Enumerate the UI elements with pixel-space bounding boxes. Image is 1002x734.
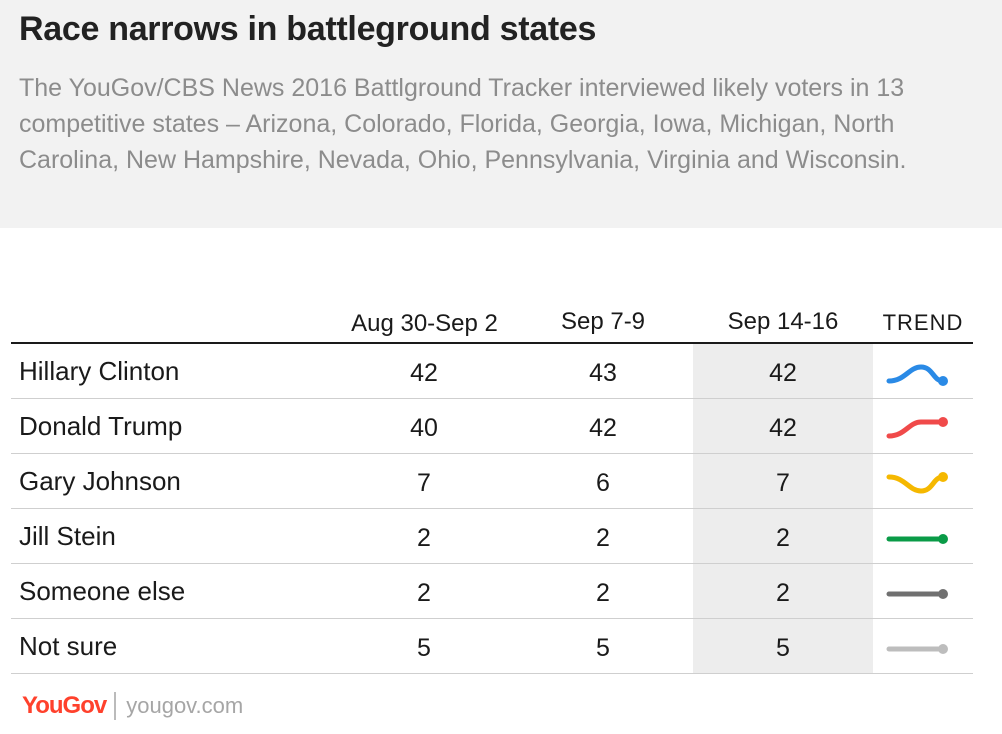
value-cell: 5 <box>417 634 431 662</box>
value-cell: 7 <box>417 469 431 497</box>
value-cell: 2 <box>596 524 610 552</box>
trend-endpoint <box>938 472 948 482</box>
value-cell: 5 <box>596 634 610 662</box>
value-cell: 6 <box>596 469 610 497</box>
page-subtitle: The YouGov/CBS News 2016 Battlground Tra… <box>19 74 907 174</box>
value-cell: 42 <box>769 414 797 442</box>
trend-line <box>886 474 946 494</box>
row-divider <box>11 563 973 564</box>
table-row: Donald Trump 40 42 42 <box>11 399 973 454</box>
table-row: Gary Johnson 7 6 7 <box>11 454 973 509</box>
row-divider <box>11 673 973 674</box>
trend-endpoint <box>938 644 948 654</box>
header-rule <box>11 342 973 344</box>
row-divider <box>11 453 973 454</box>
row-divider <box>11 398 973 399</box>
value-cell: 7 <box>776 469 790 497</box>
table-row: Jill Stein 2 2 2 <box>11 509 973 564</box>
trend-endpoint <box>938 589 948 599</box>
yougov-logo: YouGov <box>22 692 107 719</box>
value-cell: 42 <box>769 359 797 387</box>
column-header-sep7-9: Sep 7-9 <box>560 308 646 335</box>
trend-endpoint <box>938 534 948 544</box>
value-cell: 42 <box>410 359 438 387</box>
candidate-name: Not sure <box>19 631 118 661</box>
trend-sparkline <box>886 364 948 386</box>
trend-sparkline <box>886 472 948 494</box>
table-row: Not sure 5 5 5 <box>11 619 973 674</box>
trend-sparkline <box>886 589 948 599</box>
value-cell: 40 <box>410 414 438 442</box>
value-cell: 42 <box>589 414 617 442</box>
column-header-sep14-16: Sep 14-16 <box>727 308 839 335</box>
candidate-name: Jill Stein <box>19 521 116 551</box>
value-cell: 2 <box>417 524 431 552</box>
value-cell: 43 <box>589 359 617 387</box>
candidate-name: Gary Johnson <box>19 466 181 496</box>
candidate-name: Hillary Clinton <box>19 356 180 386</box>
candidate-name: Someone else <box>19 576 186 606</box>
value-cell: 2 <box>776 524 790 552</box>
footer-divider <box>114 692 117 720</box>
value-cell: 5 <box>776 634 790 662</box>
footer: YouGov yougov.com <box>22 688 243 724</box>
value-cell: 2 <box>776 579 790 607</box>
trend-sparkline <box>886 644 948 654</box>
trend-endpoint <box>938 376 948 386</box>
trend-sparkline <box>886 417 948 439</box>
table-row: Hillary Clinton 42 43 42 <box>11 344 973 399</box>
trend-line <box>886 419 946 439</box>
row-divider <box>11 508 973 509</box>
trend-sparkline <box>886 534 948 544</box>
column-header-trend: TREND <box>882 310 964 335</box>
poll-table: Aug 30-Sep 2 Sep 7-9 Sep 14-16 TREND Hil… <box>11 300 973 674</box>
column-header-aug30-sep2: Aug 30-Sep 2 <box>351 310 498 337</box>
trend-line <box>886 364 946 384</box>
trend-endpoint <box>938 417 948 427</box>
candidate-name: Donald Trump <box>19 411 183 441</box>
value-cell: 2 <box>596 579 610 607</box>
table-row: Someone else 2 2 2 <box>11 564 973 619</box>
row-divider <box>11 618 973 619</box>
footer-site: yougov.com <box>126 693 244 718</box>
header-panel: Race narrows in battleground states The … <box>0 0 1002 228</box>
page-title: Race narrows in battleground states <box>19 10 597 48</box>
value-cell: 2 <box>417 579 431 607</box>
